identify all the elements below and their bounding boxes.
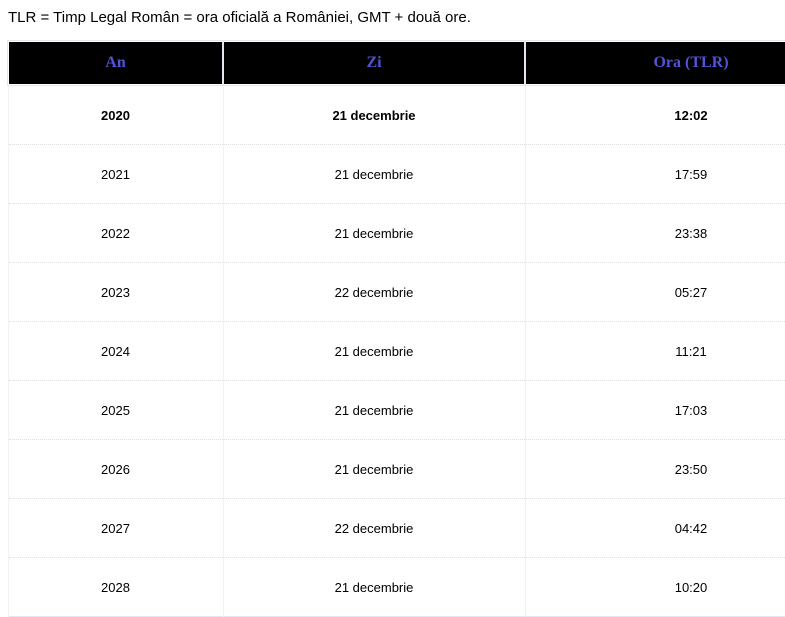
column-header-time: Ora (TLR) bbox=[524, 40, 785, 86]
year-cell: 2021 bbox=[7, 144, 224, 204]
table-body: 2020 21 decembrie 12:02 2021 21 decembrie 17:… bbox=[7, 85, 785, 617]
year-cell: 2020 bbox=[7, 85, 224, 145]
table-row: 2026 21 decembrie 23:50 bbox=[7, 439, 785, 499]
year-cell: 2023 bbox=[7, 262, 224, 322]
day-cell: 21 decembrie bbox=[222, 557, 526, 617]
solstice-table: An Zi Ora (TLR) 2020 21 decembrie 12:02 202… bbox=[7, 40, 785, 617]
table-row: 2027 22 decembrie 04:42 bbox=[7, 498, 785, 558]
year-cell: 2025 bbox=[7, 380, 224, 440]
table-row: 2023 22 decembrie 05:27 bbox=[7, 262, 785, 322]
year-cell: 2028 bbox=[7, 557, 224, 617]
solstice-table-container: An Zi Ora (TLR) 2020 21 decembrie 12:02 202… bbox=[7, 40, 785, 617]
day-cell: 21 decembrie bbox=[222, 380, 526, 440]
day-cell: 21 decembrie bbox=[222, 144, 526, 204]
time-cell: 23:50 bbox=[524, 439, 785, 499]
table-row: 2020 21 decembrie 12:02 bbox=[7, 85, 785, 145]
year-cell: 2022 bbox=[7, 203, 224, 263]
time-cell: 17:03 bbox=[524, 380, 785, 440]
table-row: 2024 21 decembrie 11:21 bbox=[7, 321, 785, 381]
time-cell: 17:59 bbox=[524, 144, 785, 204]
day-cell: 21 decembrie bbox=[222, 203, 526, 263]
time-cell: 11:21 bbox=[524, 321, 785, 381]
day-cell: 21 decembrie bbox=[222, 85, 526, 145]
time-cell: 10:20 bbox=[524, 557, 785, 617]
column-header-year: An bbox=[7, 40, 224, 86]
table-row: 2025 21 decembrie 17:03 bbox=[7, 380, 785, 440]
column-header-day: Zi bbox=[222, 40, 526, 86]
table-row: 2028 21 decembrie 10:20 bbox=[7, 557, 785, 617]
day-cell: 22 decembrie bbox=[222, 262, 526, 322]
time-cell: 05:27 bbox=[524, 262, 785, 322]
year-cell: 2027 bbox=[7, 498, 224, 558]
year-cell: 2024 bbox=[7, 321, 224, 381]
day-cell: 21 decembrie bbox=[222, 439, 526, 499]
day-cell: 22 decembrie bbox=[222, 498, 526, 558]
time-cell: 23:38 bbox=[524, 203, 785, 263]
table-header-row: An Zi Ora (TLR) bbox=[7, 40, 785, 86]
time-cell: 04:42 bbox=[524, 498, 785, 558]
table-row: 2021 21 decembrie 17:59 bbox=[7, 144, 785, 204]
table-row: 2022 21 decembrie 23:38 bbox=[7, 203, 785, 263]
day-cell: 21 decembrie bbox=[222, 321, 526, 381]
year-cell: 2026 bbox=[7, 439, 224, 499]
time-cell: 12:02 bbox=[524, 85, 785, 145]
intro-text: TLR = Timp Legal Român = ora oficială a … bbox=[8, 9, 471, 26]
